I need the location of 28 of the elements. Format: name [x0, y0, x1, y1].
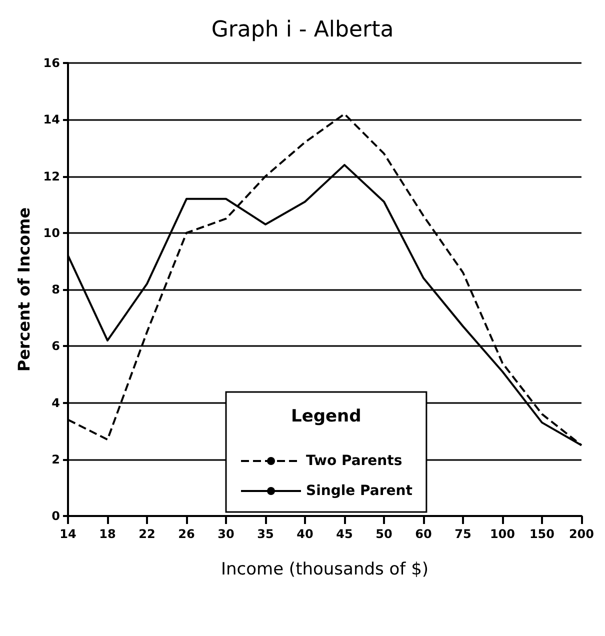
- y-axis-title: Percent of Income: [14, 207, 34, 372]
- x-tick-label: 30: [218, 527, 234, 541]
- x-tick-label: 200: [568, 527, 594, 541]
- y-tick-label: 8: [52, 282, 60, 296]
- x-tick-label: 22: [138, 527, 156, 541]
- x-axis-title: Income (thousands of $): [220, 560, 429, 580]
- y-tick-label: 10: [43, 226, 60, 240]
- x-tick-label: 75: [454, 527, 472, 541]
- legend-title: Legend: [291, 406, 362, 426]
- x-tick-label: 100: [490, 527, 516, 541]
- x-tick-label: 150: [529, 527, 555, 541]
- y-tick-label: 2: [52, 452, 60, 466]
- x-tick-label: 50: [376, 527, 392, 541]
- y-tick-label: 14: [43, 112, 60, 127]
- x-tick-label: 45: [336, 527, 353, 541]
- x-tick-label: 35: [257, 527, 274, 541]
- y-tick-label: 12: [43, 169, 60, 184]
- x-tick-label: 60: [415, 527, 432, 541]
- legend-label: Single Parent: [306, 483, 413, 499]
- x-tick-label: 18: [99, 527, 116, 541]
- chart-title: Graph i - Alberta: [211, 18, 394, 42]
- x-tick-label: 26: [178, 527, 195, 541]
- x-tick-label: 40: [296, 527, 314, 541]
- y-tick-label: 4: [52, 396, 60, 410]
- y-tick-label: 0: [52, 509, 60, 523]
- y-tick-label: 16: [43, 56, 60, 70]
- y-tick-label: 6: [52, 339, 60, 354]
- legend-label: Two Parents: [306, 453, 402, 469]
